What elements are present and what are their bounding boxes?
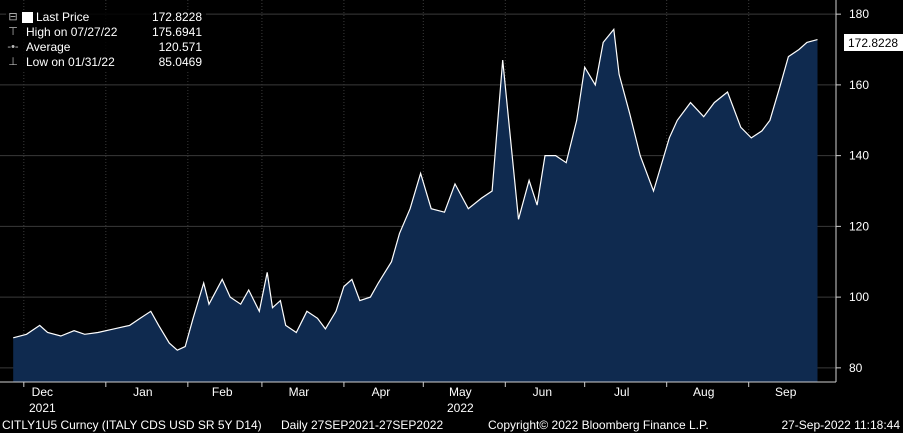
y-tick-label: 140 [849,149,869,163]
legend-value: 172.8228 [151,10,202,24]
average-marker-icon: -•- [7,41,19,53]
y-tick-label: 80 [849,361,863,375]
legend-row-high: ⊤ High on 07/27/22 175.6941 [6,25,206,40]
low-marker-icon: ⊥ [8,56,18,68]
y-tick-label: 100 [849,290,869,304]
legend-label: Average [26,40,71,54]
x-tick-label: Feb [212,385,233,399]
y-tick-label: 120 [849,219,869,233]
legend-row-last-price: ⊟ Last Price 172.8228 [6,10,206,25]
timestamp-text: 27-Sep-2022 11:18:44 [781,418,900,432]
x-tick-label: Jan [133,385,152,399]
legend-label: High on 07/27/22 [26,25,118,39]
x-tick-label: Jul [614,385,629,399]
legend-value: 120.571 [158,40,202,54]
last-price-label: 172.8228 [844,34,903,51]
y-axis: 80 100 120 140 160 180 [836,7,869,375]
legend: ⊟ Last Price 172.8228 ⊤ High on 07/27/22… [6,10,206,70]
legend-row-average: -•- Average 120.571 [6,40,206,55]
legend-label: Low on 01/31/22 [26,55,115,69]
x-tick-label: May [449,385,472,399]
legend-label: Last Price [36,10,90,24]
ticker-text: CITLY1U5 Curncy (ITALY CDS USD SR 5Y D14… [2,418,262,432]
collapse-icon[interactable]: ⊟ [8,11,18,23]
x-tick-label: Jun [533,385,552,399]
last-price-label-box [844,34,903,51]
price-area [13,29,818,383]
legend-value: 85.0469 [158,55,202,69]
legend-value: 175.6941 [151,25,202,39]
price-line [13,27,818,351]
y-tick-label: 180 [849,7,869,21]
period-text: Daily 27SEP2021-27SEP2022 [281,418,444,432]
x-year-label: 2022 [447,401,474,415]
x-tick-label: Apr [372,385,391,399]
last-price-label-text: 172.8228 [848,36,898,50]
high-marker-icon: ⊤ [8,26,18,38]
x-tick-label: Aug [693,385,714,399]
x-tick-label: Mar [289,385,310,399]
last-price-swatch [22,12,33,23]
footer: CITLY1U5 Curncy (ITALY CDS USD SR 5Y D14… [0,417,903,433]
legend-row-low: ⊥ Low on 01/31/22 85.0469 [6,55,206,70]
x-axis: Dec Jan Feb Mar Apr May Jun Jul Aug Sep 2021 2022 [23,382,797,415]
x-year-label: 2021 [29,401,56,415]
x-tick-label: Dec [32,385,53,399]
y-tick-label: 160 [849,78,869,92]
x-tick-label: Sep [775,385,797,399]
copyright-text: Copyright© 2022 Bloomberg Finance L.P. [488,418,709,432]
